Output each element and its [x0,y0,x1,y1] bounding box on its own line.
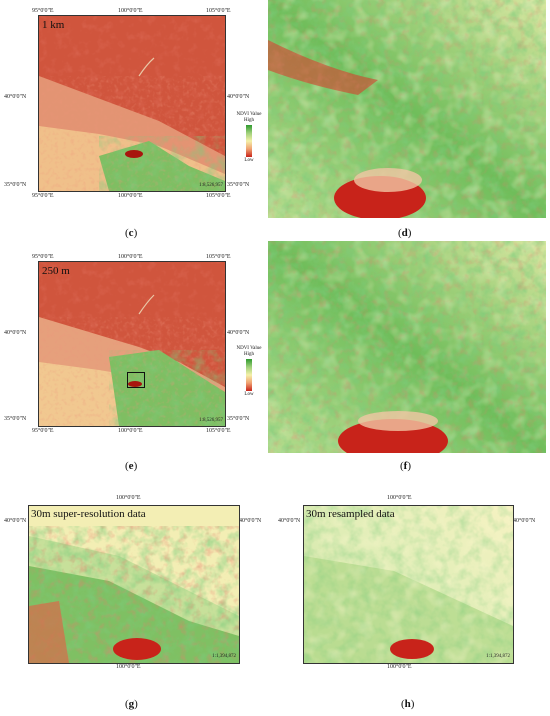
resolution-label: 30m super-resolution data [31,508,146,520]
panel-h: 100°0'0"E 40°0'0"N 40°0'0"N 100°0'0"E 30… [275,492,550,716]
coord-top-mid: 100°0'0"E [116,495,141,501]
panel-d: (d) [268,0,550,245]
coord-top-right: 105°0'0"E [206,8,231,14]
scale-text: 1:1,394,872 [486,654,510,659]
coord-left-upper: 40°0'0"N [278,518,301,524]
panel-caption: (h) [401,698,415,710]
legend-high: High [244,118,254,123]
coord-right-lower: 35°0'0"N [227,182,250,188]
coord-left-upper: 40°0'0"N [4,94,27,100]
panel-caption: (d) [398,227,412,239]
coord-bottom-right: 105°0'0"E [206,428,231,434]
scale-text: 1:8,526,957 [199,418,223,423]
panel-f: (f) [268,241,550,486]
coord-left-upper: 40°0'0"N [4,518,27,524]
coord-bottom-left: 95°0'0"E [32,428,54,434]
coord-left-upper: 40°0'0"N [4,330,27,336]
coord-bottom-right: 105°0'0"E [206,193,231,199]
panel-e: 95°0'0"E 100°0'0"E 105°0'0"E 40°0'0"N 35… [0,246,270,486]
coord-top-left: 95°0'0"E [32,254,54,260]
panel-caption: (f) [400,460,412,472]
coord-left-lower: 35°0'0"N [4,416,27,422]
panel-caption: (g) [125,698,138,710]
map-250m: 250 m 1:8,526,957 [38,261,226,427]
legend-high: High [244,352,254,357]
coord-left-lower: 35°0'0"N [4,182,27,188]
map-d-zoom [268,0,546,218]
legend-low: Low [244,158,254,163]
resolution-label: 250 m [42,265,70,277]
panel-g: 100°0'0"E 40°0'0"N 40°0'0"N 100°0'0"E 30… [0,492,270,716]
map-f-zoom [268,241,546,453]
coord-bottom-mid: 100°0'0"E [118,428,143,434]
coord-bottom-mid: 100°0'0"E [116,664,141,670]
ndvi-legend: NDVI Value High Low [236,112,262,164]
coord-top-right: 105°0'0"E [206,254,231,260]
legend-title: NDVI Value [236,346,262,351]
panel-caption: (e) [125,460,138,472]
coord-top-left: 95°0'0"E [32,8,54,14]
legend-colorbar [246,125,252,157]
panel-caption: (c) [125,227,138,239]
zoom-region-box [127,372,145,388]
coord-top-mid: 100°0'0"E [118,8,143,14]
map-1km: 1 km 1:8,526,957 [38,15,226,192]
coord-right-upper: 40°0'0"N [239,518,262,524]
coord-right-upper: 40°0'0"N [227,94,250,100]
resolution-label: 1 km [42,19,65,31]
ndvi-legend: NDVI Value High Low [236,346,262,398]
legend-low: Low [244,392,254,397]
scale-text: 1:1,394,872 [212,654,236,659]
legend-title: NDVI Value [236,112,262,117]
coord-right-upper: 40°0'0"N [227,330,250,336]
coord-top-mid: 100°0'0"E [118,254,143,260]
coord-right-lower: 35°0'0"N [227,416,250,422]
legend-colorbar [246,359,252,391]
resolution-label: 30m resampled data [306,508,395,520]
map-30m-super-resolution: 30m super-resolution data 1:1,394,872 [28,505,240,664]
map-30m-resampled: 30m resampled data 1:1,394,872 [303,505,514,664]
panel-c: 95°0'0"E 100°0'0"E 105°0'0"E 40°0'0"N 35… [0,0,270,245]
coord-right-upper: 40°0'0"N [513,518,536,524]
coord-bottom-left: 95°0'0"E [32,193,54,199]
scale-text: 1:8,526,957 [199,183,223,188]
coord-bottom-mid: 100°0'0"E [387,664,412,670]
coord-top-mid: 100°0'0"E [387,495,412,501]
coord-bottom-mid: 100°0'0"E [118,193,143,199]
